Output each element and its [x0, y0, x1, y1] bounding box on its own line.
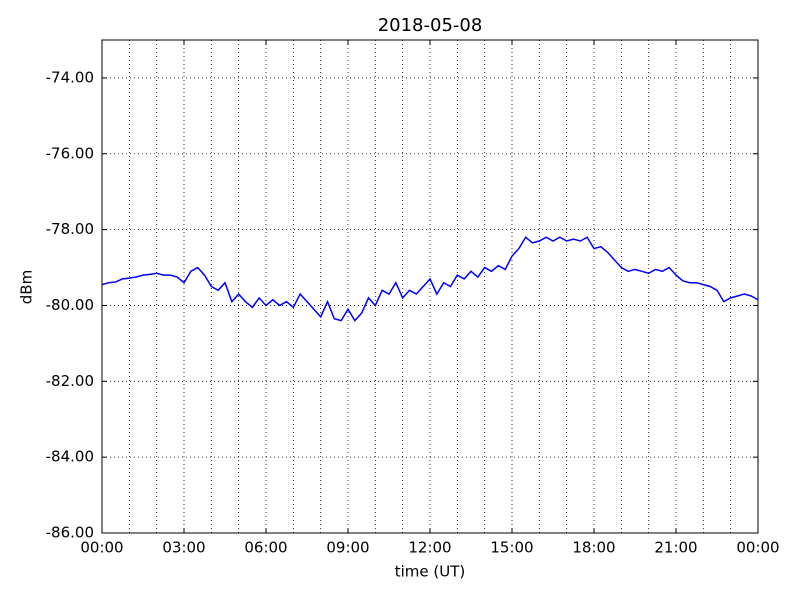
y-axis-label: dBm [18, 270, 36, 304]
y-tick-label: -84.00 [46, 448, 94, 466]
x-axis-label: time (UT) [395, 563, 466, 581]
x-tick-label: 21:00 [654, 539, 697, 557]
y-tick-label: -86.00 [46, 524, 94, 542]
y-tick-label: -80.00 [46, 296, 94, 314]
y-tick-label: -74.00 [46, 68, 94, 86]
chart-title: 2018-05-08 [378, 15, 483, 36]
y-tick-label: -82.00 [46, 372, 94, 390]
plot-frame [101, 39, 759, 534]
x-tick-label: 09:00 [326, 539, 369, 557]
x-tick-label: 06:00 [244, 539, 287, 557]
y-tick-label: -78.00 [46, 220, 94, 238]
x-tick-label: 00:00 [736, 539, 779, 557]
x-tick-label: 18:00 [572, 539, 615, 557]
x-tick-label: 15:00 [490, 539, 533, 557]
x-tick-label: 03:00 [162, 539, 205, 557]
x-tick-label: 12:00 [408, 539, 451, 557]
y-tick-label: -76.00 [46, 144, 94, 162]
data-line [101, 236, 759, 322]
x-tick-label: 00:00 [80, 539, 123, 557]
